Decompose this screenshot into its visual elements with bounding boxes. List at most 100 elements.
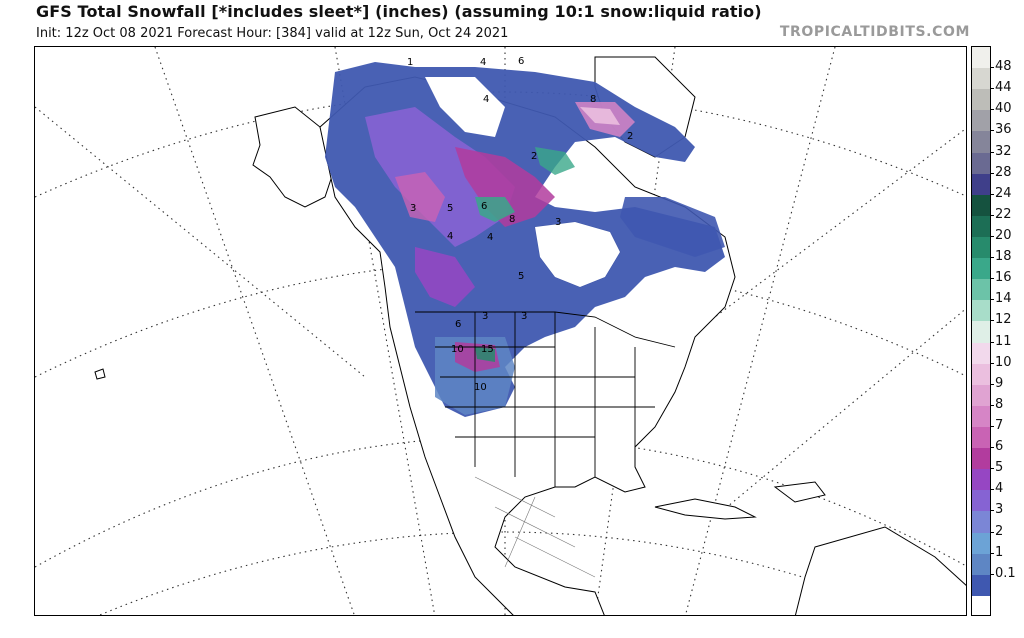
legend-label: 16 xyxy=(995,270,1012,286)
legend-label: 7 xyxy=(995,418,1004,433)
legend-swatch xyxy=(972,300,990,323)
legend-tick xyxy=(991,552,994,554)
legend-swatch xyxy=(972,363,990,386)
legend-label: 2 xyxy=(995,523,1004,539)
legend-swatch xyxy=(972,152,990,175)
map-subtitle: Init: 12z Oct 08 2021 Forecast Hour: [38… xyxy=(36,26,509,41)
legend-tick xyxy=(991,88,994,90)
legend-swatch xyxy=(972,574,990,597)
legend-swatch xyxy=(972,173,990,196)
contour-label: 10 xyxy=(451,344,464,355)
contour-label: 6 xyxy=(481,201,487,212)
legend-tick xyxy=(991,278,994,280)
map-title: GFS Total Snowfall [*includes sleet*] (i… xyxy=(36,2,762,21)
legend-tick xyxy=(991,299,994,301)
contour-label: 8 xyxy=(509,214,515,225)
legend-label: 1 xyxy=(995,544,1004,560)
legend-label: 24 xyxy=(995,185,1012,201)
legend-tick xyxy=(991,130,994,132)
legend-label: 48 xyxy=(995,59,1012,75)
legend-swatch xyxy=(972,321,990,344)
legend-tick xyxy=(991,193,994,195)
legend-swatch xyxy=(972,469,990,491)
snowfall-map[interactable]: 1 4 6 4 8 2 2 3 5 6 8 3 4 4 5 3 3 6 10 1… xyxy=(34,46,967,616)
political-borders xyxy=(415,311,676,487)
legend-swatch xyxy=(972,384,990,407)
legend-label: 3 xyxy=(995,502,1004,518)
legend-swatch xyxy=(972,110,990,133)
legend-swatch xyxy=(972,427,990,449)
map-canvas: 1 4 6 4 8 2 2 3 5 6 8 3 4 4 5 3 3 6 10 1… xyxy=(35,47,966,615)
contour-label: 3 xyxy=(521,311,527,322)
mexico-borders xyxy=(474,476,596,578)
alaska xyxy=(252,106,336,208)
legend-label: 14 xyxy=(995,291,1012,307)
contour-label: 3 xyxy=(410,203,416,214)
legend-tick xyxy=(991,109,994,111)
contour-label: 8 xyxy=(590,94,596,105)
south-america xyxy=(794,526,966,615)
contour-label: 15 xyxy=(481,344,494,355)
legend-label: 20 xyxy=(995,228,1012,243)
legend-tick xyxy=(991,172,994,174)
contour-label: 6 xyxy=(455,319,461,330)
legend-tick xyxy=(991,510,994,512)
legend-label: 12 xyxy=(995,312,1012,328)
legend-swatch xyxy=(972,194,990,217)
legend-label: 22 xyxy=(995,206,1012,222)
source-credit: TROPICALTIDBITS.COM xyxy=(779,24,970,40)
legend-color-bar xyxy=(971,46,991,616)
legend-swatch xyxy=(972,237,990,259)
contour-label: 6 xyxy=(518,56,524,67)
legend-label: 9 xyxy=(995,375,1004,391)
contour-label: 10 xyxy=(474,382,487,393)
legend-tick xyxy=(991,362,994,364)
legend-tick xyxy=(991,468,994,470)
legend-swatch xyxy=(972,490,990,513)
legend-swatch xyxy=(972,131,990,154)
legend-tick xyxy=(991,531,994,533)
legend-tick xyxy=(991,236,994,237)
legend-tick xyxy=(991,426,994,427)
legend-label: 6 xyxy=(995,439,1004,455)
legend-label: 8 xyxy=(995,396,1004,412)
legend-tick xyxy=(991,214,994,216)
legend-label: 32 xyxy=(995,143,1012,159)
legend-tick xyxy=(991,341,994,343)
legend-tick xyxy=(991,320,994,322)
legend-tick xyxy=(991,151,994,153)
contour-label: 3 xyxy=(555,217,561,228)
contour-label: 1 xyxy=(407,57,413,68)
contour-label: 4 xyxy=(483,94,489,105)
legend-label: 44 xyxy=(995,80,1012,96)
legend-label: 4 xyxy=(995,481,1004,497)
contour-label: 2 xyxy=(531,151,537,162)
legend-swatch xyxy=(972,595,990,615)
hawaii xyxy=(94,368,106,380)
legend-tick xyxy=(991,67,994,69)
legend-swatch xyxy=(972,215,990,238)
legend-swatch xyxy=(972,405,990,428)
legend-swatch xyxy=(972,511,990,534)
legend-swatch xyxy=(972,553,990,576)
legend-tick xyxy=(991,489,994,491)
legend-label: 40 xyxy=(995,101,1012,117)
cuba xyxy=(654,498,757,520)
legend-swatch xyxy=(972,68,990,90)
legend-label: 0.1 xyxy=(995,565,1016,581)
legend-label: 36 xyxy=(995,122,1012,138)
legend-swatch xyxy=(972,258,990,280)
hispaniola xyxy=(773,481,826,503)
legend-label: 28 xyxy=(995,164,1012,180)
legend-label: 11 xyxy=(995,333,1012,349)
legend-tick xyxy=(991,573,994,575)
legend-swatch xyxy=(972,279,990,301)
legend-swatch xyxy=(972,342,990,365)
legend-label: 18 xyxy=(995,249,1012,265)
contour-label: 4 xyxy=(487,232,493,243)
contour-label: 5 xyxy=(447,203,453,214)
legend-label: 10 xyxy=(995,354,1012,370)
legend-tick xyxy=(991,404,994,406)
legend-swatch xyxy=(972,448,990,470)
legend-tick xyxy=(991,383,994,385)
